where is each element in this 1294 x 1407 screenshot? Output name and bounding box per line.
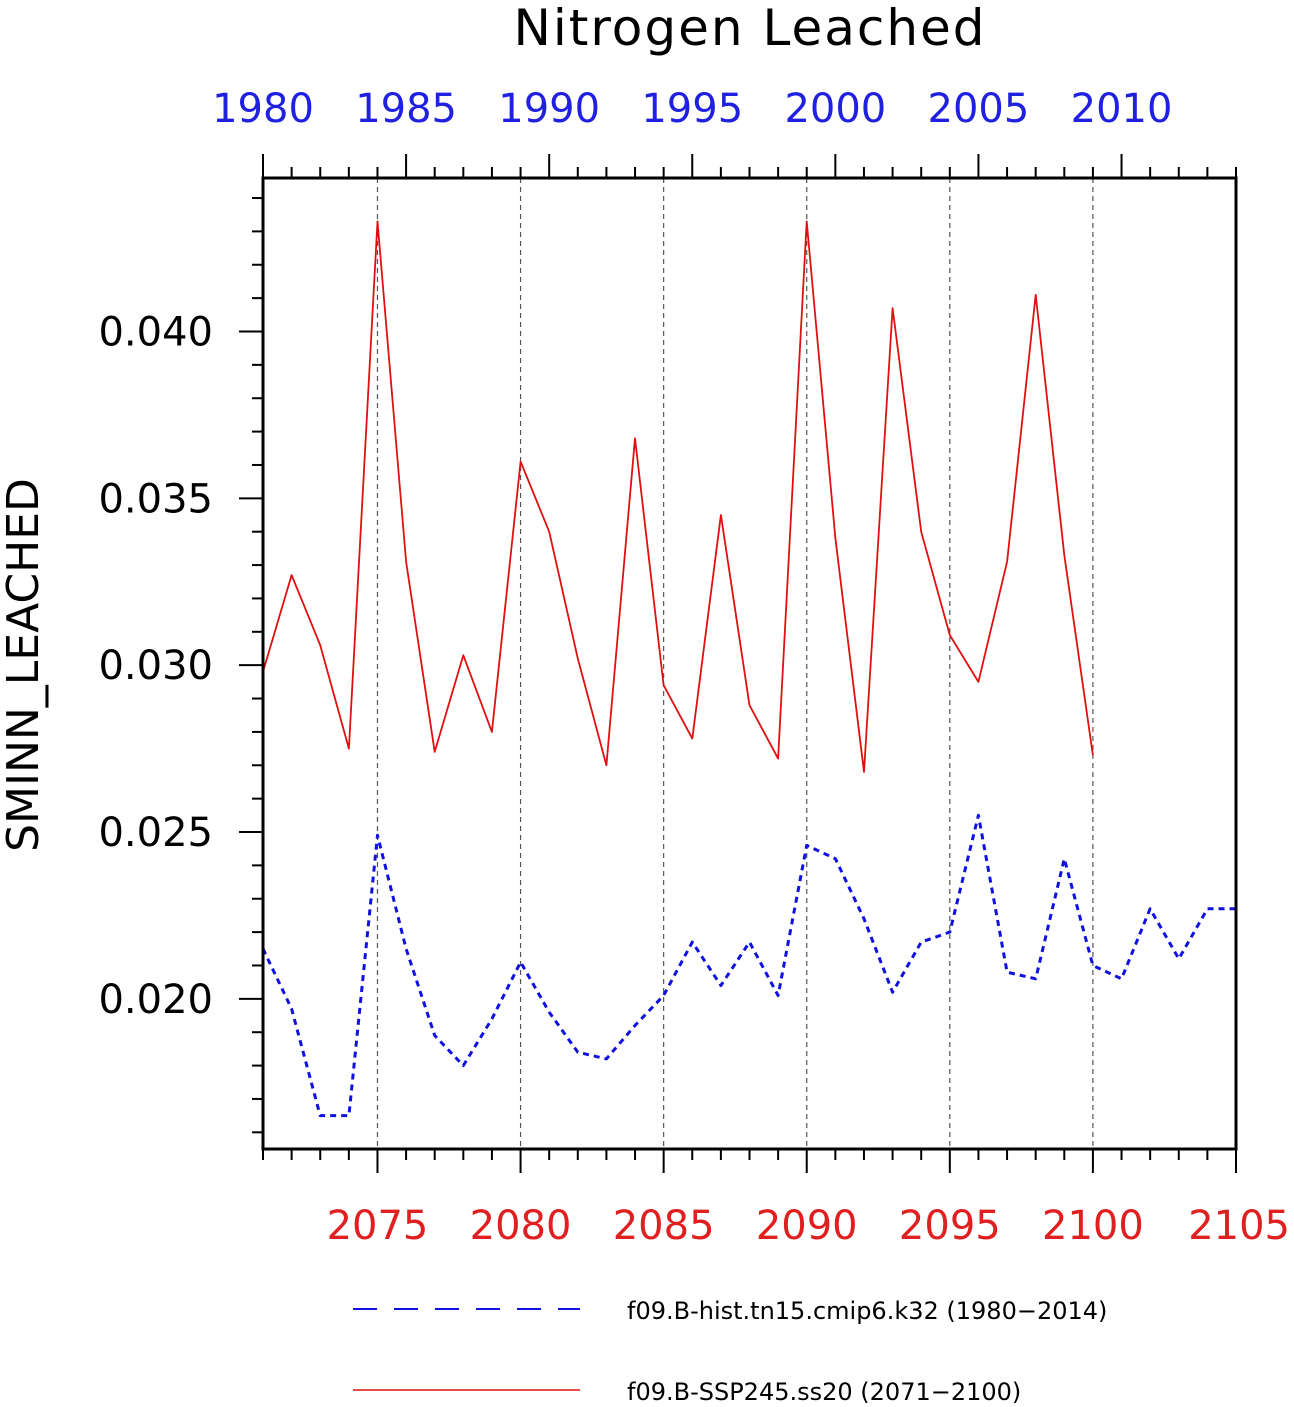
data-point [948,634,951,637]
data-point [948,931,951,934]
bottom-tick-label: 2095 [899,1203,1001,1249]
data-point [805,220,808,223]
data-point [891,307,894,310]
data-point [1063,857,1066,860]
data-point [1006,971,1009,974]
axes-layer: 0.020 0.025 0.030 0.035 0.040 1980 1985 1990 199… [98,86,1290,1249]
data-point [748,704,751,707]
top-tick-label: 2010 [1071,86,1173,132]
data-point [977,814,980,817]
data-point [662,684,665,687]
top-tick-label: 1980 [212,86,314,132]
top-tick-label: 1990 [498,86,600,132]
data-point [347,747,350,750]
data-point [1034,293,1037,296]
data-point [462,654,465,657]
data-point [519,961,522,964]
y-tick-label: 0.040 [98,309,213,355]
data-point [719,514,722,517]
y-axis-label: SMINN_LEACHED [0,478,49,852]
data-point [1034,977,1037,980]
bottom-tick-label: 2075 [327,1203,429,1249]
data-point [319,644,322,647]
data-point [405,560,408,563]
data-point [548,1011,551,1014]
chart-title: Nitrogen Leached [513,0,986,57]
data-point [548,530,551,533]
top-tick-label: 2005 [928,86,1030,132]
data-point [290,574,293,577]
series-layer [261,220,1236,1118]
data-point [691,941,694,944]
data-point [1206,907,1209,910]
data-point [1177,957,1180,960]
data-point [1006,560,1009,563]
y-tick-label: 0.020 [98,977,213,1023]
data-point [891,991,894,994]
data-point [319,1114,322,1117]
data-point [1091,964,1094,967]
data-point [834,537,837,540]
bottom-tick-label: 2105 [1188,1203,1290,1249]
data-point [719,984,722,987]
y-tick-label: 0.025 [98,810,213,856]
plot-frame [261,176,1238,1151]
data-point [920,530,923,533]
y-tick-label: 0.030 [98,643,213,689]
data-point [977,680,980,683]
series-line-1 [262,220,1094,773]
y-tick-label: 0.035 [98,476,213,522]
bottom-tick-label: 2100 [1042,1203,1144,1249]
data-point [576,1051,579,1054]
gridlines [376,178,1094,1149]
top-tick-label: 1985 [355,86,457,132]
data-point [290,1007,293,1010]
data-point [691,737,694,740]
legend: f09.B-hist.tn15.cmip6.k32 (1980−2014) f09… [353,1297,1107,1406]
legend-label: f09.B-hist.tn15.cmip6.k32 (1980−2014) [627,1297,1107,1325]
data-point [405,947,408,950]
top-tick-label: 2000 [784,86,886,132]
data-point [433,1034,436,1037]
data-point [433,750,436,753]
data-point [605,764,608,767]
data-point [662,994,665,997]
bottom-tick-label: 2080 [470,1203,572,1249]
data-point [777,757,780,760]
data-point [777,994,780,997]
data-point [490,730,493,733]
data-point [376,220,379,223]
data-point [490,1017,493,1020]
bottom-tick-label: 2085 [613,1203,715,1249]
data-point [1149,907,1152,910]
data-point [748,941,751,944]
data-point [347,1114,350,1117]
data-point [862,770,865,773]
legend-label: f09.B-SSP245.ss20 (2071−2100) [627,1378,1021,1406]
top-tick-label: 1995 [641,86,743,132]
bottom-tick-label: 2090 [756,1203,858,1249]
data-point [1063,554,1066,557]
data-point [834,857,837,860]
data-point [634,1024,637,1027]
data-point [920,941,923,944]
data-point [605,1057,608,1060]
data-point [805,844,808,847]
data-point [1120,977,1123,980]
series-line-0 [261,813,1236,1118]
data-point [862,917,865,920]
data-point [462,1064,465,1067]
data-point [519,460,522,463]
data-point [576,657,579,660]
data-point [634,437,637,440]
data-point [376,834,379,837]
data-point [1091,754,1094,757]
